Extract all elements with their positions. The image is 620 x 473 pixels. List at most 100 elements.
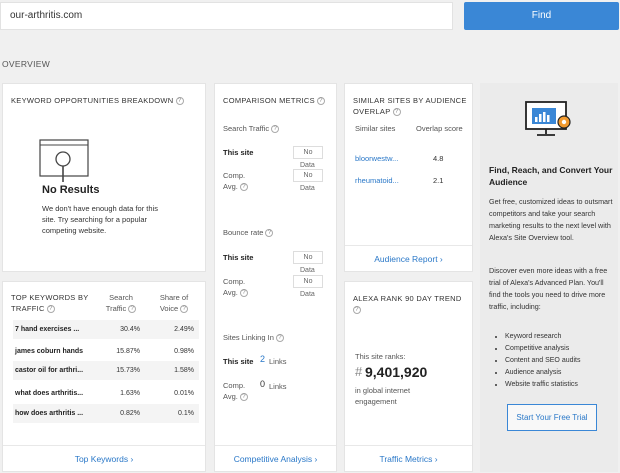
feature-item: Audience analysis [505,367,613,379]
voice-cell: 0.1% [178,410,194,417]
no-data-text: Data [300,162,315,169]
sites-linking-in-label: Sites Linking In? [223,332,284,343]
comp-avg-line2: Avg. [223,288,238,297]
voice-cell: 2.49% [174,326,194,333]
similar-sites-card: SIMILAR SITES BY AUDIENCE OVERLAP? Simil… [344,83,473,272]
help-icon[interactable]: ? [46,305,55,313]
help-icon[interactable]: ? [239,289,248,297]
table-row[interactable]: 7 hand exercises ... 30.4% 2.49% [13,320,199,339]
table-row[interactable]: castor oil for arthri... 15.73% 1.58% [13,361,199,380]
table-row[interactable]: what does arthritis... 1.63% 0.01% [13,384,199,403]
voice-cell: 0.01% [174,390,194,397]
share-of-voice-header-line2: Voice [159,304,179,313]
overlap-score-header: Overlap score [416,124,463,133]
comparison-metrics-title: COMPARISON METRICS? [223,95,325,106]
no-data-text: Data [300,291,315,298]
comp-avg-label: Comp. Avg.? [223,380,248,402]
help-icon[interactable]: ? [353,306,361,314]
keyword-cell: what does arthritis... [15,390,84,397]
alexa-rank-title-text: ALEXA RANK 90 DAY TREND [353,294,462,303]
help-icon[interactable]: ? [275,334,284,342]
table-row[interactable]: james coburn hands 15.87% 0.98% [13,342,199,361]
traffic-cell: 15.87% [116,348,140,355]
help-icon[interactable]: ? [271,125,280,133]
traffic-cell: 15.73% [116,367,140,374]
comp-avg-line1: Comp. [223,381,246,390]
search-input[interactable]: our-arthritis.com [0,2,453,30]
similar-sites-title-line1: SIMILAR SITES BY AUDIENCE [353,96,467,105]
analytics-chart-icon [525,101,571,136]
share-of-voice-header: Share of Voice? [151,292,197,314]
rank-subtext-line1: in global internet [355,386,411,395]
top-keywords-link[interactable]: Top Keywords › [3,445,205,471]
start-free-trial-button[interactable]: Start Your Free Trial [507,404,597,431]
comp-avg-label: Comp. Avg.? [223,276,248,298]
keyword-cell: how does arthritis ... [15,410,84,417]
similar-sites-title: SIMILAR SITES BY AUDIENCE OVERLAP? [353,95,469,117]
keyword-cell: castor oil for arthri... [15,367,84,374]
alexa-rank-card: ALEXA RANK 90 DAY TREND? This site ranks… [344,281,473,472]
this-site-links-value[interactable]: 2 [260,354,266,364]
overlap-score-value: 4.8 [433,154,444,163]
comp-links-value: 0 [260,379,266,389]
help-icon[interactable]: ? [239,183,248,191]
help-icon[interactable]: ? [180,305,189,313]
similar-site-link[interactable]: rheumatoid... [355,176,399,185]
this-site-label: This site [223,357,254,366]
sites-linking-in-label-text: Sites Linking In [223,333,274,342]
comp-avg-line2: Avg. [223,392,238,401]
links-label: Links [269,382,287,391]
feature-item: Content and SEO audits [505,355,613,367]
promo-title: Find, Reach, and Convert Your Audience [489,165,613,187]
find-button[interactable]: Find [464,2,619,30]
comp-avg-line2: Avg. [223,182,238,191]
top-keywords-title-line2: TRAFFIC [11,304,45,313]
traffic-cell: 30.4% [120,326,140,333]
share-of-voice-header-line1: Share of [159,293,189,302]
help-icon[interactable]: ? [392,108,401,116]
rank-subtext-line2: engagement [355,397,397,406]
keyword-cell: 7 hand exercises ... [15,326,80,333]
rank-hash: # [355,364,363,379]
similar-site-link[interactable]: bloorwestw... [355,154,399,163]
audience-report-link[interactable]: Audience Report › [345,245,472,271]
no-data-box: No [293,251,323,264]
no-data-box: No [293,169,323,182]
voice-cell: 0.98% [174,348,194,355]
overview-heading: OVERVIEW [2,59,51,69]
similar-sites-title-line2: OVERLAP [353,107,391,116]
help-icon[interactable]: ? [175,97,184,105]
search-traffic-label: Search Traffic? [223,123,280,134]
traffic-cell: 0.82% [120,410,140,417]
no-data-text: Data [300,267,315,274]
promo-panel: Find, Reach, and Convert Your Audience G… [480,83,618,472]
comparison-metrics-card: COMPARISON METRICS? Search Traffic? This… [214,83,337,472]
search-traffic-header-line1: Search [109,293,133,302]
promo-paragraph-2: Discover even more ideas with a free tri… [489,266,608,311]
no-data-box: No [293,275,323,288]
search-traffic-header-line2: Traffic [105,304,127,313]
help-icon[interactable]: ? [316,97,325,105]
comp-avg-line1: Comp. [223,171,246,180]
bounce-rate-label: Bounce rate? [223,227,274,238]
help-icon[interactable]: ? [265,229,274,237]
top-keywords-title: TOP KEYWORDS BY TRAFFIC? [11,292,106,314]
no-results-label: No Results [42,184,100,196]
feature-item: Competitive analysis [505,343,613,355]
this-site-label: This site [223,148,254,157]
no-data-text: Data [300,185,315,192]
traffic-metrics-link[interactable]: Traffic Metrics › [345,445,472,471]
feature-list: Keyword research Competitive analysis Co… [483,331,613,391]
this-site-label: This site [223,253,254,262]
alexa-rank-value: 9,401,920 [365,364,428,380]
help-icon[interactable]: ? [239,393,248,401]
voice-cell: 1.58% [174,367,194,374]
help-icon[interactable]: ? [128,305,137,313]
table-row[interactable]: how does arthritis ... 0.82% 0.1% [13,404,199,423]
feature-item: Website traffic statistics [505,379,613,391]
competitive-analysis-link[interactable]: Competitive Analysis › [215,445,336,471]
comp-avg-label: Comp. Avg.? [223,170,248,192]
comparison-metrics-title-text: COMPARISON METRICS [223,96,315,105]
search-traffic-label-text: Search Traffic [223,124,270,133]
links-label: Links [269,357,287,366]
